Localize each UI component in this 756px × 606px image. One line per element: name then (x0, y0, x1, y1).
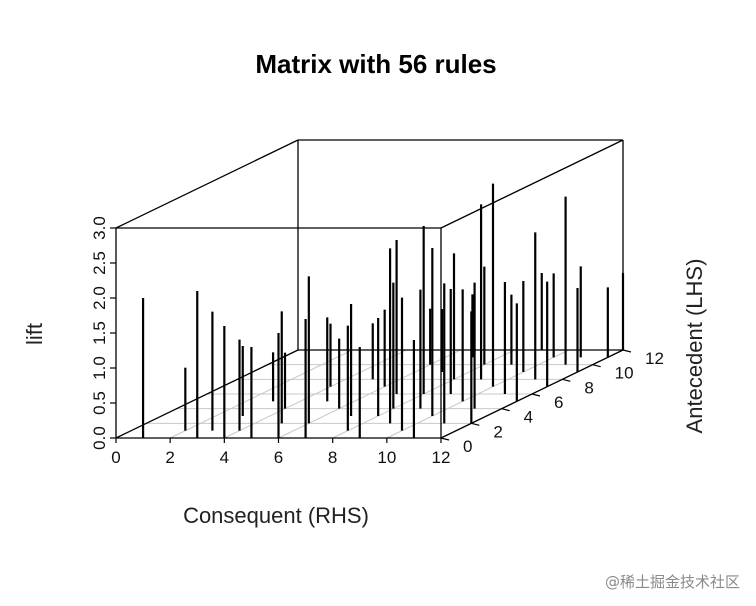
z-axis-label: lift (22, 323, 47, 345)
y-tick-mark (440, 437, 450, 441)
y-tick-mark (471, 422, 480, 426)
x-tick-label: 2 (165, 448, 174, 467)
box-edge (115, 349, 299, 439)
x-axis-label: Consequent (RHS) (183, 503, 369, 528)
y-tick-label: 12 (645, 349, 664, 368)
x-tick-label: 4 (220, 448, 229, 467)
z-tick-label: 0.0 (90, 426, 109, 450)
watermark-text: @稀土掘金技术社区 (604, 573, 740, 591)
y-tick-label: 8 (584, 378, 593, 397)
rule-spikes (141, 183, 625, 438)
x-tick-label: 10 (377, 448, 396, 467)
y-tick-mark (592, 364, 601, 368)
z-tick-label: 2.0 (90, 286, 109, 310)
x-tick-label: 12 (432, 448, 451, 467)
y-tick-label: 10 (615, 364, 634, 383)
chart-title: Matrix with 56 rules (255, 49, 496, 79)
y-tick-label: 0 (463, 437, 472, 456)
x-tick-label: 6 (274, 448, 283, 467)
y-tick-mark (622, 349, 632, 353)
z-tick-label: 3.0 (90, 216, 109, 240)
y-tick-mark (562, 378, 571, 382)
y-tick-mark (531, 393, 541, 397)
axis-ticks: 0 2 4 6 8 10 12 0 2 4 6 8 10 12 0.0 0.5 1.0 1.5 2.0 2.5 3.0 (90, 216, 664, 467)
box-edge (115, 139, 299, 229)
x-tick-label: 0 (111, 448, 120, 467)
box-edge (440, 139, 624, 229)
x-tick-label: 8 (328, 448, 337, 467)
z-tick-label: 2.5 (90, 251, 109, 275)
y-tick-mark (501, 408, 510, 412)
y-tick-label: 2 (493, 422, 502, 441)
y-axis-label: Antecedent (LHS) (682, 259, 707, 434)
z-tick-label: 1.0 (90, 356, 109, 380)
y-tick-label: 6 (554, 393, 563, 412)
z-tick-label: 1.5 (90, 321, 109, 345)
y-tick-label: 4 (524, 408, 533, 427)
z-tick-label: 0.5 (90, 391, 109, 415)
